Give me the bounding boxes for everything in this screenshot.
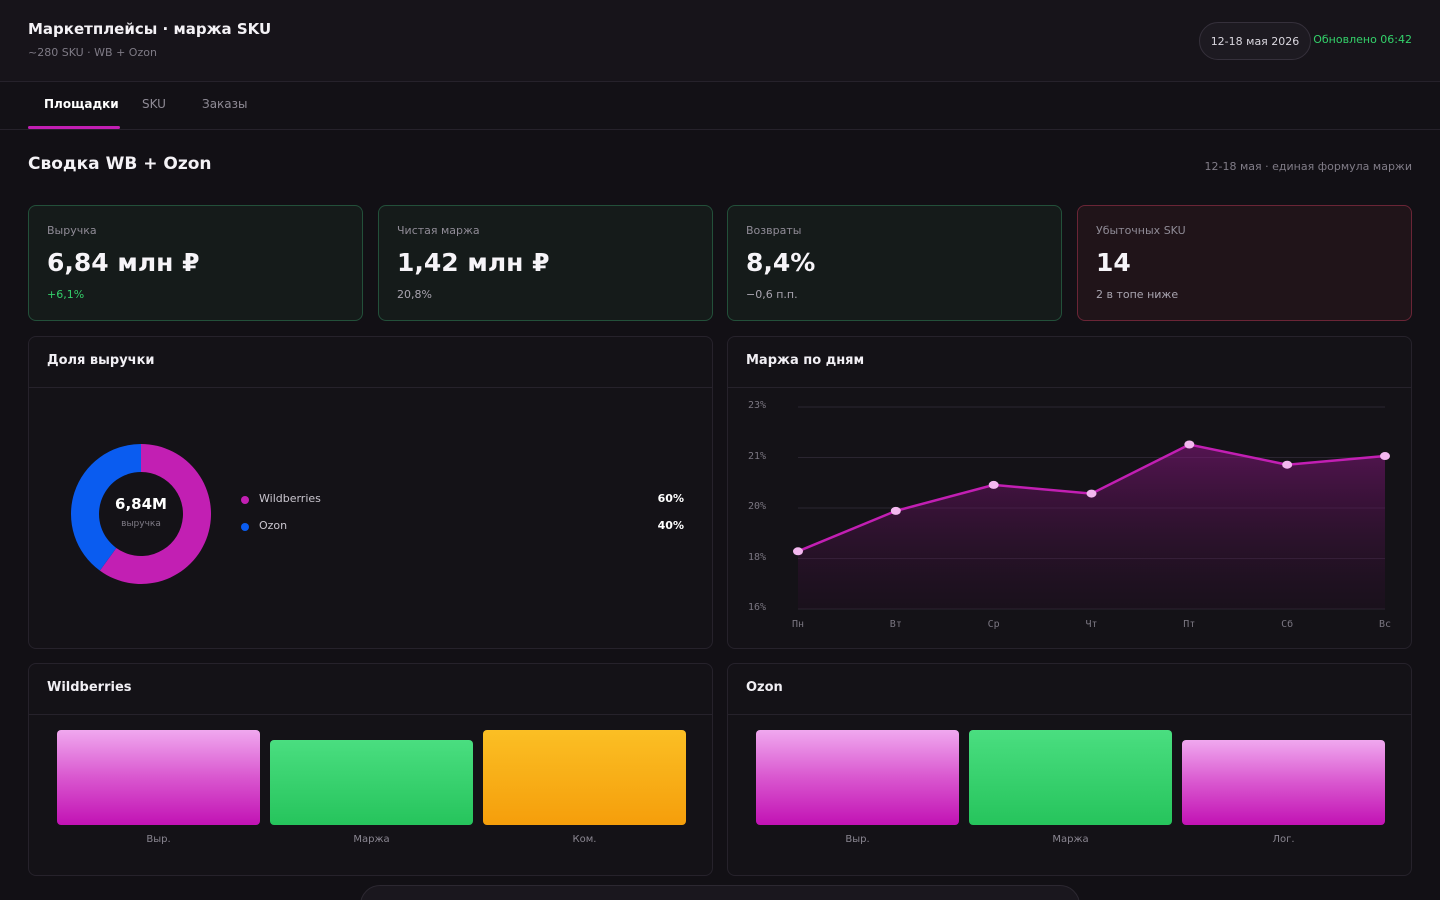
kpi-value: 14 [1096,248,1131,277]
kpi-label: Убыточных SKU [1096,224,1186,237]
x-tick-label: Пт [1183,619,1196,630]
y-tick-label: 16% [748,602,767,613]
y-tick-label: 23% [748,400,767,411]
donut-center-label: выручка [121,519,161,529]
revenue-share-card: Доля выручки 6,84M выручка Wildberries 6… [28,336,713,649]
tab-bar: Площадки SKU Заказы [0,82,1440,130]
kpi-card-loss-sku: Убыточных SKU 14 2 в топе ниже [1077,205,1412,321]
card-title: Маржа по дням [746,353,865,368]
kpi-value: 6,84 млн ₽ [47,248,200,277]
revenue-donut-chart [71,444,211,584]
bar-label: Маржа [353,834,390,845]
wildberries-card: Wildberries Выр. Маржа Ком. [28,663,713,876]
bar-label: Лог. [1272,834,1295,845]
ozon-card: Ozon Выр. Маржа Лог. [727,663,1412,876]
kpi-card-revenue: Выручка 6,84 млн ₽ +6,1% [28,205,363,321]
bar-Ком.[interactable] [483,730,686,825]
kpi-value: 1,42 млн ₽ [397,248,550,277]
y-tick-label: 18% [748,551,767,563]
bar-label: Ком. [572,834,597,845]
bar-label: Выр. [845,834,870,845]
app-header: Маркетплейсы · маржа SKU ~280 SKU · WB +… [0,0,1440,82]
divider [29,387,712,388]
x-tick-label: Чт [1085,619,1098,630]
app-subtitle: ~280 SKU · WB + Ozon [28,46,157,59]
bar-Выр.[interactable] [57,730,260,825]
kpi-delta: −0,6 п.п. [746,288,798,301]
kpi-label: Чистая маржа [397,224,480,237]
bottom-toolbar[interactable] [360,885,1080,900]
legend-dot-wildberries [241,496,249,504]
x-tick-label: Вс [1378,619,1392,630]
kpi-value: 8,4% [746,248,816,277]
margin-by-day-card: Маржа по дням 23% 21% 20% 18% 16% Пн Вт Ср Чт Пт… [727,336,1412,649]
kpi-delta: +6,1% [47,288,85,301]
bar-Лог.[interactable] [1182,739,1385,825]
summary-title: Сводка WB + Ozon [28,154,212,174]
margin-point-Пн[interactable] [793,547,803,556]
tab-orders[interactable]: Заказы [202,97,248,111]
bar-label: Выр. [146,834,171,845]
margin-point-Вт[interactable] [890,506,901,515]
date-range-picker[interactable]: 12-18 мая 2026 [1199,22,1311,60]
tab-sku[interactable]: SKU [142,97,166,111]
bar-Выр.[interactable] [756,730,959,825]
divider [728,387,1411,388]
bar-Маржа[interactable] [270,739,473,825]
kpi-delta: 20,8% [397,288,432,301]
legend-pct-wildberries: 60% [657,492,684,505]
kpi-card-net-margin: Чистая маржа 1,42 млн ₽ 20,8% [378,205,713,321]
updated-status: Обновлено 06:42 [1313,33,1412,46]
margin-point-Ср[interactable] [988,480,999,489]
divider [29,714,712,715]
x-tick-label: Ср [987,619,1000,630]
card-title: Доля выручки [47,353,155,368]
y-tick-label: 21% [748,450,767,462]
legend-name-ozon: Ozon [259,519,288,532]
legend-dot-ozon [241,523,249,531]
kpi-delta: 2 в топе ниже [1096,288,1179,301]
donut-slice-wildberries [99,444,211,584]
margin-point-Вс[interactable] [1380,452,1390,461]
x-tick-label: Вт [889,619,902,630]
x-tick-label: Пн [791,619,805,630]
x-tick-label: Сб [1281,619,1294,630]
card-title: Wildberries [47,680,132,695]
app-title: Маркетплейсы · маржа SKU [28,20,272,38]
kpi-card-returns: Возвраты 8,4% −0,6 п.п. [727,205,1062,321]
legend-pct-ozon: 40% [657,519,684,532]
legend-name-wildberries: Wildberries [259,492,321,505]
margin-line-chart [793,406,1390,610]
donut-slice-ozon [71,444,141,571]
margin-point-Сб[interactable] [1282,460,1293,469]
summary-note: 12-18 мая · единая формула маржи [1204,160,1412,173]
margin-point-Пт[interactable] [1184,440,1195,449]
margin-point-Чт[interactable] [1086,489,1097,498]
bar-Маржа[interactable] [969,730,1172,825]
bar-label: Маржа [1052,834,1089,845]
divider [728,714,1411,715]
tab-platforms[interactable]: Площадки [44,97,119,111]
margin-area [798,444,1385,609]
kpi-label: Выручка [47,224,97,237]
active-tab-indicator [28,126,120,129]
donut-center-value: 6,84M [115,495,167,513]
kpi-label: Возвраты [746,224,802,237]
card-title: Ozon [746,680,783,695]
y-tick-label: 20% [748,501,767,512]
